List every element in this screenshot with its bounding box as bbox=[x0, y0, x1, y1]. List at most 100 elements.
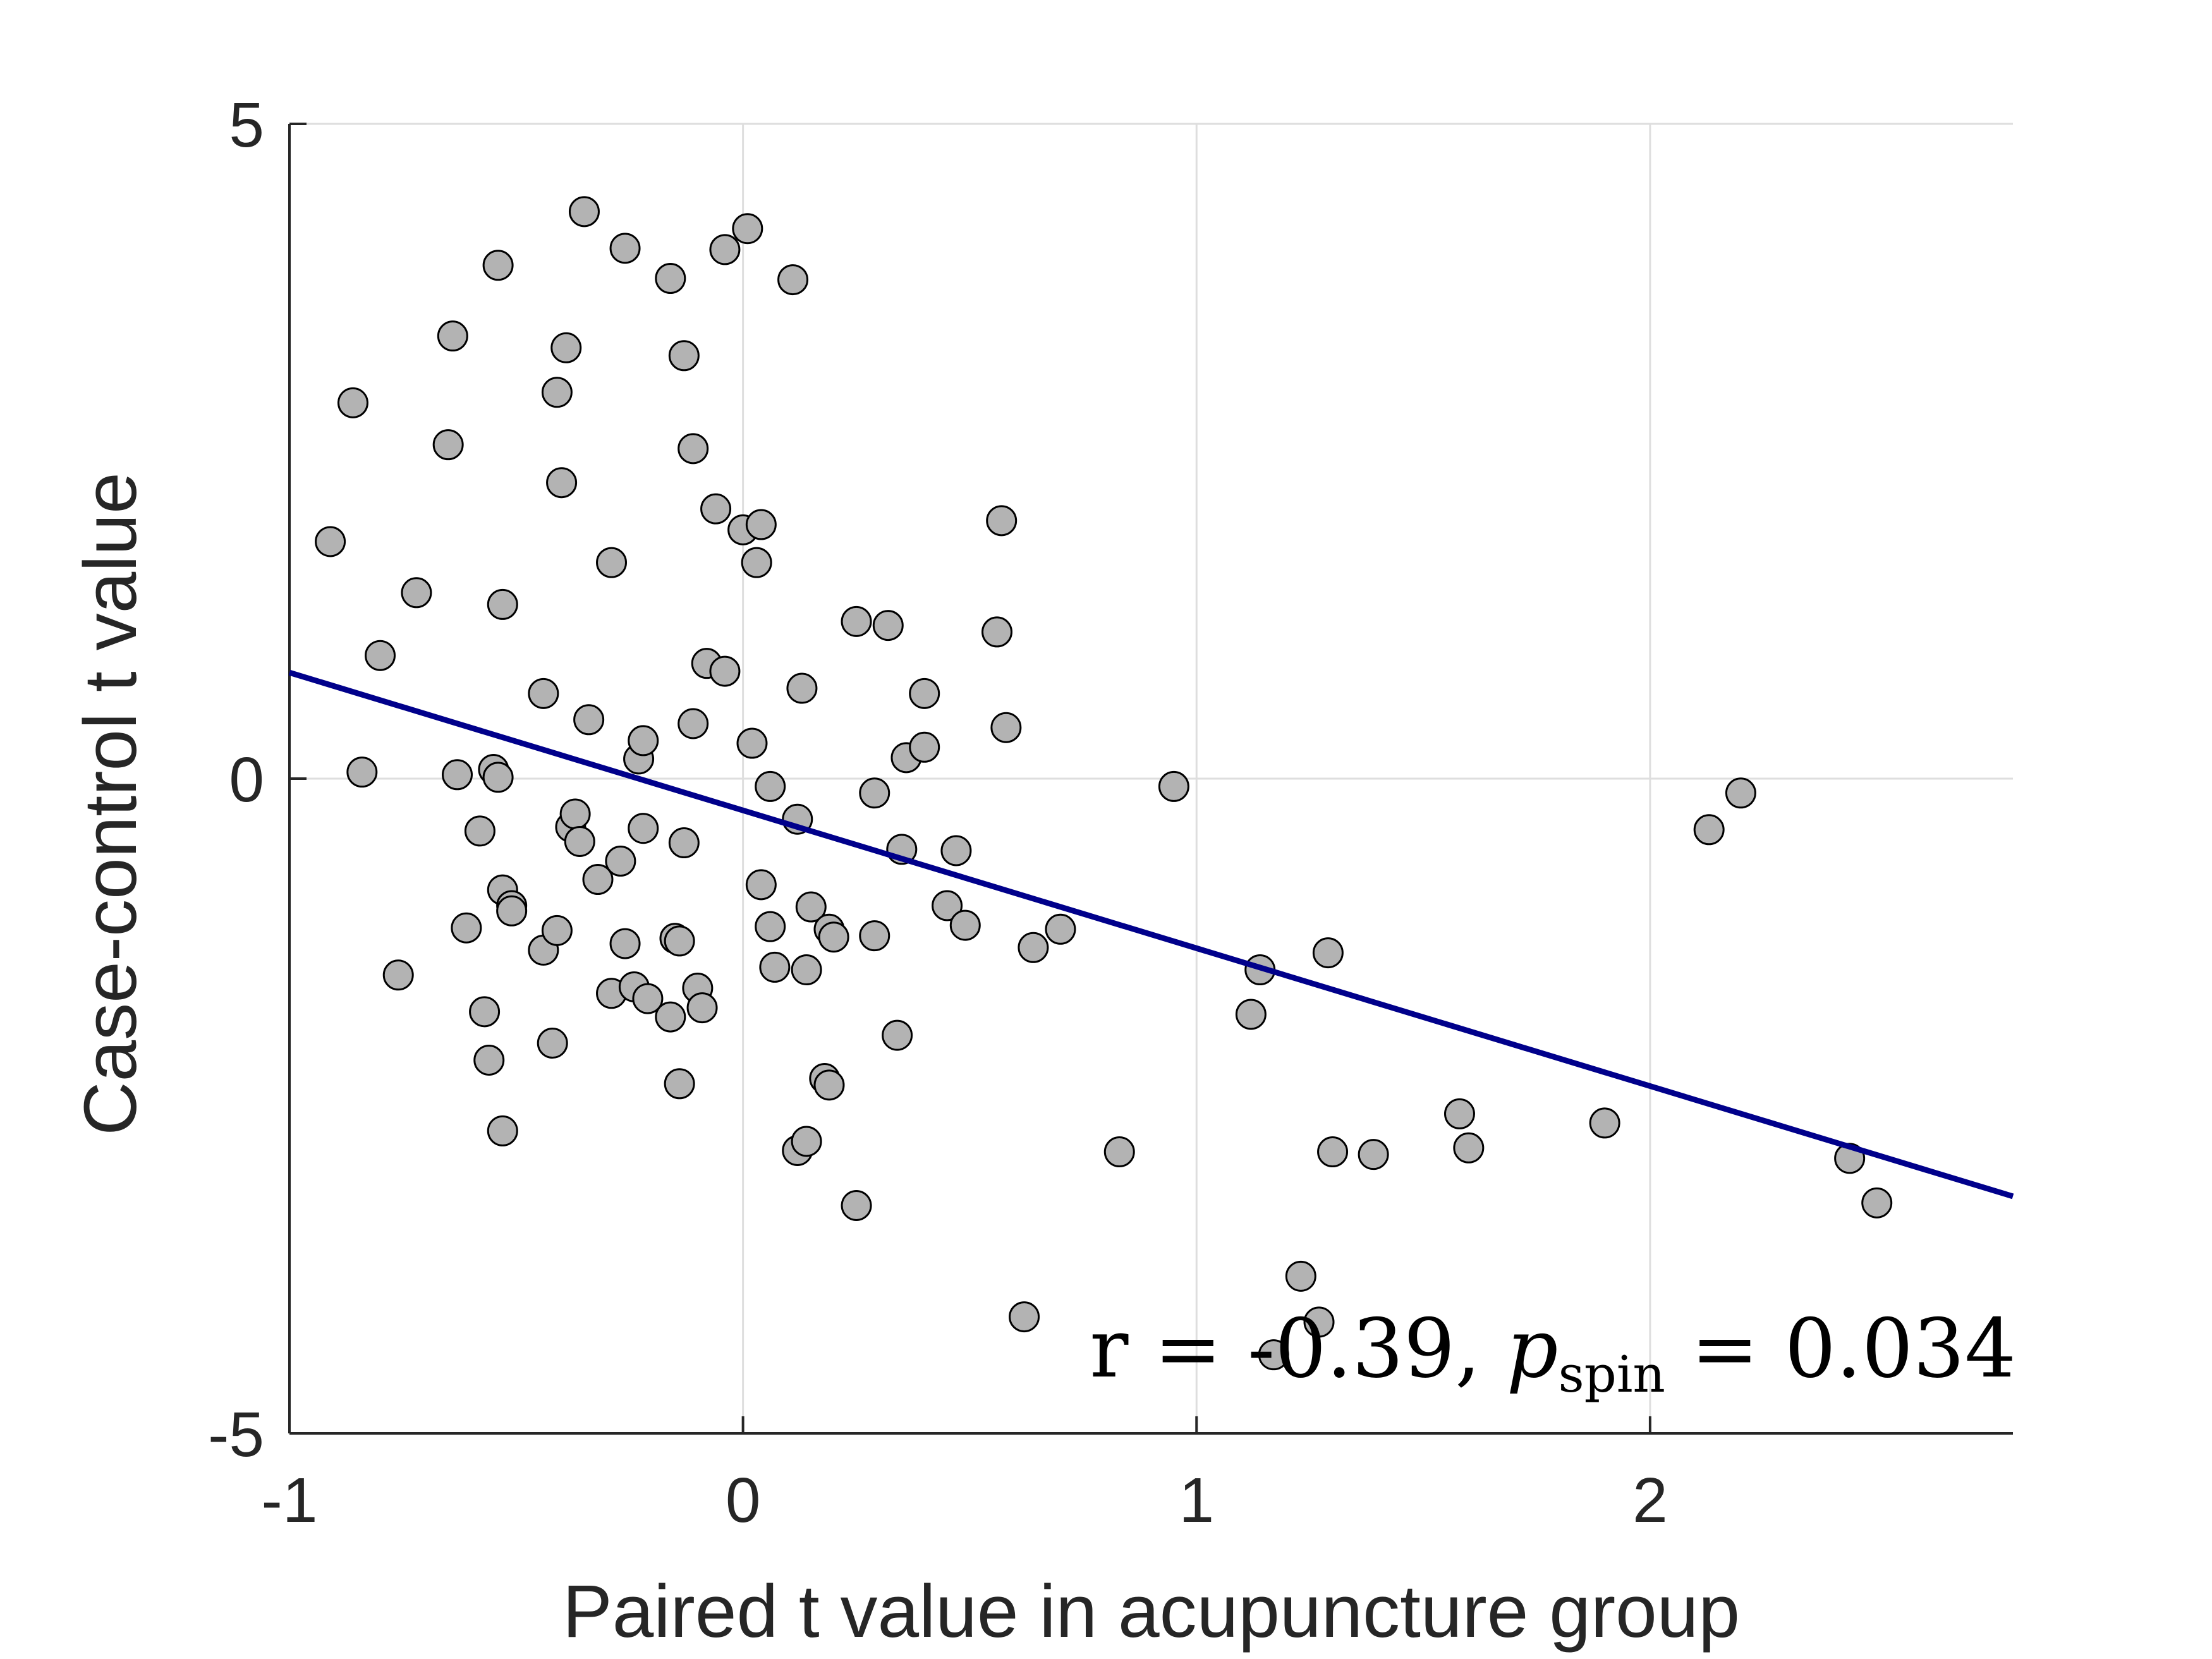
axes bbox=[288, 123, 2013, 1435]
data-point bbox=[664, 925, 695, 957]
data-point bbox=[541, 377, 573, 408]
data-point bbox=[487, 588, 518, 620]
data-point bbox=[1312, 937, 1344, 969]
data-point bbox=[1018, 932, 1049, 963]
annotation-suffix: = 0.034 bbox=[1665, 1302, 2016, 1396]
data-point bbox=[668, 340, 700, 372]
data-point bbox=[990, 712, 1022, 743]
data-point bbox=[550, 332, 582, 363]
data-point bbox=[777, 264, 809, 296]
data-point bbox=[755, 770, 786, 802]
data-point bbox=[741, 547, 772, 578]
data-point bbox=[451, 912, 482, 944]
data-point bbox=[1693, 814, 1725, 846]
data-point bbox=[1009, 1301, 1040, 1333]
data-point bbox=[564, 825, 595, 857]
data-point bbox=[1358, 1139, 1389, 1170]
data-point bbox=[745, 869, 777, 901]
data-point bbox=[346, 757, 378, 788]
data-point bbox=[841, 605, 872, 637]
data-point bbox=[786, 672, 818, 704]
data-point bbox=[1443, 1098, 1475, 1129]
data-point bbox=[1258, 1339, 1289, 1371]
data-points bbox=[315, 196, 1893, 1371]
data-point bbox=[582, 864, 614, 896]
data-point bbox=[859, 920, 890, 952]
data-point bbox=[528, 678, 559, 709]
data-point bbox=[609, 233, 641, 264]
grid-lines bbox=[289, 123, 2013, 1433]
data-point bbox=[437, 320, 468, 352]
data-point bbox=[813, 1069, 845, 1101]
data-point bbox=[736, 727, 768, 759]
data-point bbox=[940, 835, 972, 866]
data-point bbox=[432, 429, 464, 461]
data-point bbox=[859, 777, 890, 809]
y-tick-label: 5 bbox=[229, 90, 264, 161]
data-point bbox=[568, 196, 600, 228]
data-point bbox=[337, 387, 368, 418]
data-point bbox=[872, 610, 904, 641]
data-point bbox=[678, 433, 709, 465]
data-point bbox=[546, 467, 578, 499]
data-point bbox=[482, 762, 514, 793]
data-point bbox=[1589, 1107, 1620, 1139]
data-point bbox=[709, 234, 741, 265]
y-tick-label: 0 bbox=[229, 744, 264, 815]
data-point bbox=[464, 815, 495, 847]
y-tick-label: -5 bbox=[208, 1399, 264, 1470]
data-point bbox=[442, 759, 473, 791]
data-point bbox=[818, 921, 849, 953]
data-point bbox=[315, 526, 346, 557]
data-point bbox=[732, 213, 763, 245]
data-point bbox=[1453, 1132, 1485, 1164]
data-point bbox=[986, 505, 1018, 537]
x-axis-title: Paired t value in acupuncture group bbox=[562, 1570, 1740, 1653]
data-point bbox=[559, 798, 591, 830]
data-point bbox=[632, 983, 664, 1014]
regression-line bbox=[288, 669, 2014, 1200]
data-point bbox=[700, 493, 732, 525]
data-point bbox=[1725, 777, 1756, 809]
data-point bbox=[1045, 913, 1076, 945]
data-point bbox=[655, 262, 686, 294]
x-tick-label: 0 bbox=[726, 1465, 761, 1536]
data-point bbox=[473, 1044, 505, 1076]
data-point bbox=[882, 1019, 913, 1051]
data-point bbox=[909, 678, 940, 709]
data-point bbox=[401, 577, 432, 609]
data-point bbox=[932, 890, 963, 921]
data-point bbox=[482, 250, 514, 281]
y-axis-title: Case-control t value bbox=[69, 472, 152, 1135]
data-point bbox=[791, 954, 822, 986]
data-point bbox=[664, 1068, 695, 1100]
data-point bbox=[605, 846, 636, 877]
data-point bbox=[573, 704, 605, 736]
data-point bbox=[981, 616, 1013, 648]
data-point bbox=[487, 1115, 518, 1146]
data-point bbox=[678, 708, 709, 739]
x-tick-label: 2 bbox=[1632, 1465, 1668, 1536]
data-point bbox=[841, 1189, 872, 1221]
data-point bbox=[1235, 999, 1267, 1030]
data-point bbox=[655, 1001, 686, 1033]
correlation-annotation: r = -0.39, pspin = 0.034 bbox=[1090, 1302, 2016, 1404]
data-point bbox=[1317, 1136, 1349, 1168]
data-point bbox=[759, 951, 791, 983]
data-point bbox=[609, 928, 641, 959]
data-point bbox=[1158, 770, 1189, 802]
data-point bbox=[365, 640, 396, 671]
data-point bbox=[745, 509, 777, 540]
data-point bbox=[537, 1028, 568, 1059]
x-tick-label: 1 bbox=[1179, 1465, 1214, 1536]
data-point bbox=[1303, 1306, 1335, 1338]
data-point bbox=[909, 731, 940, 763]
annotation-prefix: r = -0.39, bbox=[1090, 1302, 1506, 1396]
x-tick-label: -1 bbox=[262, 1465, 318, 1536]
data-point bbox=[541, 915, 573, 946]
data-point bbox=[628, 725, 659, 757]
data-point bbox=[1103, 1136, 1135, 1168]
data-point bbox=[755, 911, 786, 942]
data-point bbox=[1285, 1260, 1316, 1292]
